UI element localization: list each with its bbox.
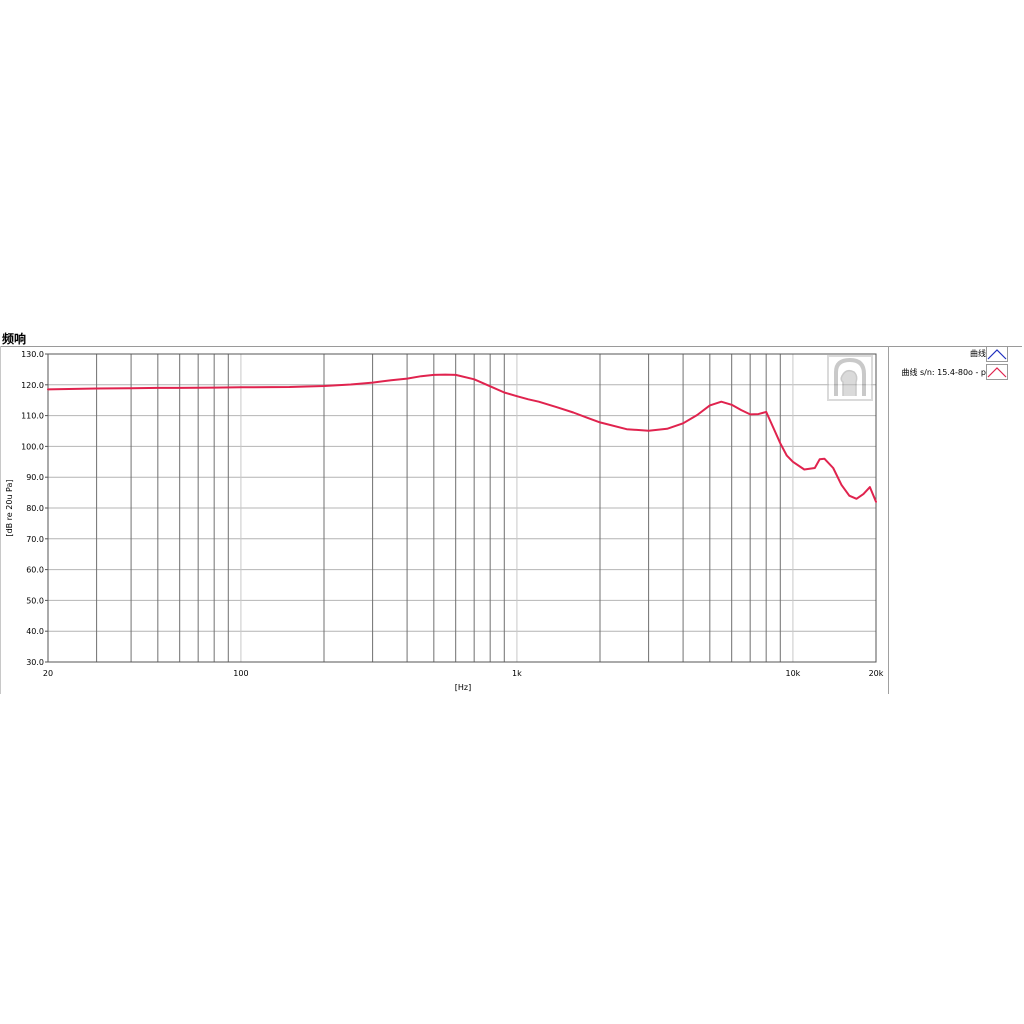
x-tick-label: 20 [43,669,53,678]
x-tick-label: 10k [786,669,801,678]
y-tick-label: 40.0 [26,627,44,636]
y-tick-label: 110.0 [21,412,44,421]
title-divider [0,346,1022,347]
y-tick-labels: 30.0 40.0 50.0 60.0 70.0 80.0 90.0 100.0 110.0 12… [21,350,48,667]
legend-item-2: 曲线 s/n: 15.4-80o - p [901,367,986,378]
legend-line-icon-1 [987,349,1007,360]
y-axis-label: [dB re 20u Pa] [5,479,14,536]
x-tick-label: 20k [869,669,884,678]
series-line [47,373,877,503]
x-axis-label: [Hz] [455,683,471,692]
panel-border [0,346,1,694]
y-tick-label: 130.0 [21,350,44,359]
y-tick-label: 50.0 [26,596,44,605]
series-layer [47,373,877,503]
y-tick-label: 70.0 [26,535,44,544]
legend-divider [888,346,889,694]
panel-title: 频响 [2,332,27,346]
legend-label-1: 曲线 [970,349,986,358]
x-tick-label: 100 [233,669,248,678]
y-tick-label: 100.0 [21,442,44,451]
legend-line-icon-2 [987,367,1007,378]
head-acoustics-logo [827,355,873,401]
y-tick-label: 90.0 [26,473,44,482]
legend-swatch-2[interactable] [986,364,1008,380]
y-tick-label: 60.0 [26,566,44,575]
x-tick-label: 1k [512,669,522,678]
y-tick-label: 120.0 [21,381,44,390]
x-tick-labels: 20 100 1k 10k 20k [43,669,884,678]
y-tick-label: 80.0 [26,504,44,513]
y-tick-label: 30.0 [26,658,44,667]
legend-swatch-1[interactable] [986,346,1008,362]
legend-item-1: 曲线 [970,348,986,359]
legend-label-2: 曲线 s/n: 15.4-80o - p [901,368,986,377]
